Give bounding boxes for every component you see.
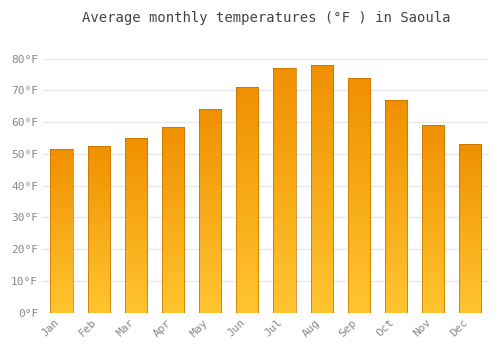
Title: Average monthly temperatures (°F ) in Saoula: Average monthly temperatures (°F ) in Sa… bbox=[82, 11, 450, 25]
